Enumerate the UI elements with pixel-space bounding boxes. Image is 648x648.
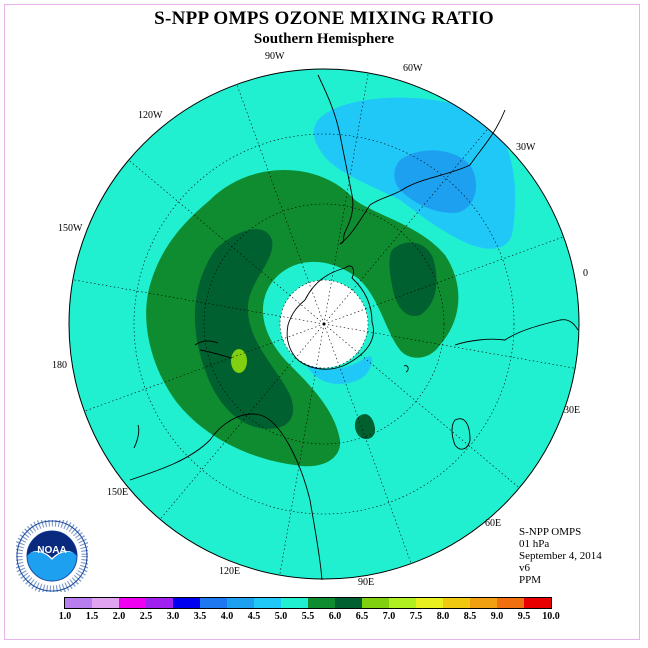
meridian-line xyxy=(323,236,564,325)
coastline-island-2 xyxy=(133,424,140,449)
map-subtitle: Southern Hemisphere xyxy=(253,31,395,47)
colorbar-tick-label: 4.0 xyxy=(220,611,234,622)
graticule xyxy=(72,72,576,576)
noaa-logo: NOAA xyxy=(16,520,88,592)
colorbar-tick-label: 10.0 xyxy=(542,611,560,622)
colorbar-cell xyxy=(470,598,497,608)
latitude-circle-outer xyxy=(133,133,515,515)
colorbar-cell xyxy=(443,598,470,608)
colorbar-cell xyxy=(497,598,524,608)
meridian-line xyxy=(323,72,369,325)
meridian-line xyxy=(323,323,520,489)
colorbar-cell xyxy=(119,598,146,608)
coastline-nz-north xyxy=(199,349,233,359)
colorbar-cell xyxy=(416,598,443,608)
info-date: September 4, 2014 xyxy=(519,550,602,562)
plot-frame xyxy=(4,4,640,640)
lon-label-60e: 60E xyxy=(485,518,502,529)
colorbar-tick-label: 5.0 xyxy=(274,611,288,622)
lon-label-60w: 60W xyxy=(403,63,423,74)
latitude-circle-mid xyxy=(203,203,445,445)
lon-label-90e: 90E xyxy=(358,577,375,588)
colorbar-tick-label: 3.0 xyxy=(166,611,180,622)
meridian-line xyxy=(128,159,325,325)
map-title: S-NPP OMPS OZONE MIXING RATIO xyxy=(154,8,494,29)
colorbar-cell xyxy=(362,598,389,608)
colorbar-tick-label: 3.5 xyxy=(193,611,207,622)
colorbar-cell xyxy=(173,598,200,608)
coastline-south-america-west xyxy=(317,74,354,245)
noaa-logo-text: NOAA xyxy=(37,545,66,556)
colorbar-tick-label: 7.5 xyxy=(409,611,423,622)
info-version: v6 xyxy=(519,562,530,574)
info-level: 01 hPa xyxy=(519,538,550,550)
lon-label-30w: 30W xyxy=(516,142,536,153)
colorbar-tick-label: 1.5 xyxy=(85,611,99,622)
lon-label-150w: 150W xyxy=(58,223,83,234)
colorbar-cell xyxy=(227,598,254,608)
colorbar-ticks: 1.0 1.5 2.0 2.5 3.0 3.5 4.0 4.5 5.0 5.5 6.0 6.5 7.0 7… xyxy=(0,611,648,625)
colorbar-cell xyxy=(281,598,308,608)
colorbar-cell xyxy=(389,598,416,608)
coastline-south-america-east xyxy=(339,109,506,245)
colorbar-tick-label: 2.0 xyxy=(112,611,126,622)
colorbar-cell xyxy=(308,598,335,608)
coastlines xyxy=(129,74,579,581)
contour-band-7-0 xyxy=(231,349,247,373)
info-units: PPM xyxy=(519,574,542,586)
colorbar-tick-label: 6.0 xyxy=(328,611,342,622)
colorbar xyxy=(64,597,552,609)
colorbar-tick-label: 4.5 xyxy=(247,611,261,622)
colorbar-cell xyxy=(146,598,173,608)
lon-label-30e: 30E xyxy=(564,405,581,416)
meridian-line xyxy=(279,323,325,576)
lon-label-180: 180 xyxy=(52,360,67,371)
colorbar-cell xyxy=(200,598,227,608)
meridian-line xyxy=(323,128,489,325)
lon-label-0: 0 xyxy=(583,268,588,279)
lon-label-120e: 120E xyxy=(219,566,241,577)
colorbar-tick-label: 5.5 xyxy=(301,611,315,622)
meridian-line xyxy=(72,279,325,325)
colorbar-tick-label: 8.5 xyxy=(463,611,477,622)
coastline-nz-south xyxy=(194,340,219,346)
colorbar-tick-label: 6.5 xyxy=(355,611,369,622)
meridian-line xyxy=(236,84,325,325)
coastline-africa xyxy=(454,319,579,346)
meridian-line xyxy=(84,323,325,412)
coastline-madagascar xyxy=(451,418,471,450)
info-block: S-NPP OMPS 01 hPa September 4, 2014 v6 P… xyxy=(519,526,602,586)
colorbar-tick-label: 1.0 xyxy=(58,611,72,622)
meridian-lines xyxy=(72,72,576,576)
contour-band-6-5-small xyxy=(354,414,376,440)
meridian-line xyxy=(323,323,576,369)
coastline-island-1 xyxy=(403,365,409,373)
lon-label-150e: 150E xyxy=(107,487,129,498)
colorbar-cell xyxy=(65,598,92,608)
south-pole-point xyxy=(322,322,326,326)
colorbar-cell xyxy=(335,598,362,608)
colorbar-tick-label: 8.0 xyxy=(436,611,450,622)
coastline-australia xyxy=(129,413,323,581)
colorbar-cell xyxy=(524,598,551,608)
colorbar-tick-label: 7.0 xyxy=(382,611,396,622)
colorbar-tick-label: 9.0 xyxy=(490,611,504,622)
contour-band-6-5-west xyxy=(194,229,294,429)
lon-label-120w: 120W xyxy=(138,110,163,121)
colorbar-cell xyxy=(92,598,119,608)
contour-band-6-5-east xyxy=(389,242,437,316)
meridian-line xyxy=(159,323,325,520)
map-boundary xyxy=(68,68,580,580)
latitude-circle-inner xyxy=(279,279,369,369)
coastline-antarctica xyxy=(286,265,374,370)
colorbar-tick-label: 2.5 xyxy=(139,611,153,622)
colorbar-cell xyxy=(254,598,281,608)
contour-band-4-0 xyxy=(394,150,476,213)
meridian-line xyxy=(323,323,412,564)
contour-band-4-5-pole xyxy=(305,356,373,385)
lon-label-90w: 90W xyxy=(265,51,285,62)
info-instrument: S-NPP OMPS xyxy=(519,526,582,538)
colorbar-tick-label: 9.5 xyxy=(517,611,531,622)
